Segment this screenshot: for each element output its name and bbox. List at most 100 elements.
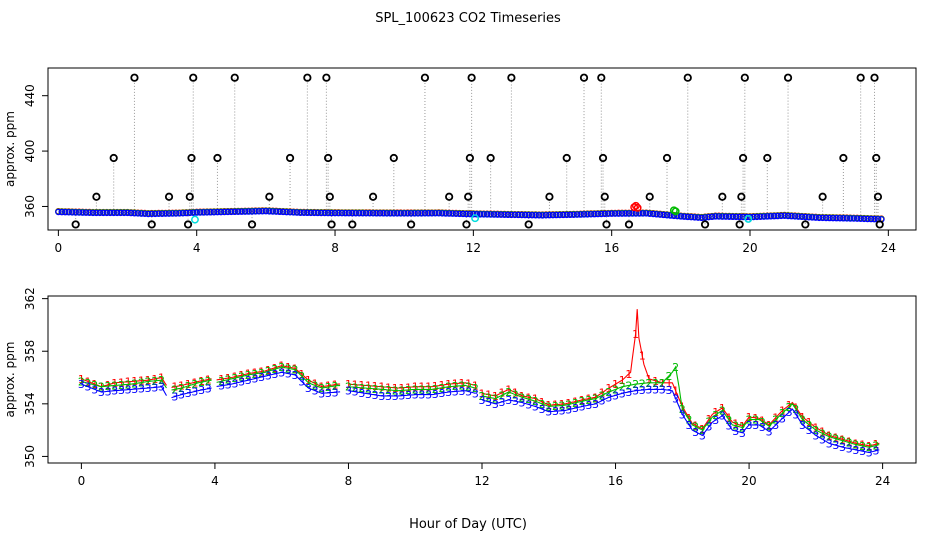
baseline-point bbox=[618, 210, 626, 217]
baseline-point bbox=[117, 209, 124, 217]
series-marker-3: 3 bbox=[78, 378, 85, 391]
series-marker-2: 2 bbox=[285, 362, 292, 375]
series-marker-2: 2 bbox=[665, 370, 672, 383]
baseline-point bbox=[681, 213, 688, 220]
series-marker-1: 1 bbox=[792, 401, 799, 414]
series-marker-1: 1 bbox=[605, 382, 612, 395]
series-marker-3: 3 bbox=[786, 406, 793, 419]
series-marker-1: 1 bbox=[285, 361, 292, 374]
series-marker-2: 2 bbox=[305, 377, 312, 390]
spike-point bbox=[325, 192, 334, 201]
baseline-point bbox=[729, 213, 736, 221]
series-marker-1: 1 bbox=[786, 399, 793, 412]
spike-point bbox=[738, 153, 748, 163]
baseline-point bbox=[366, 209, 373, 217]
series-marker-1: 1 bbox=[672, 385, 679, 398]
baseline-point bbox=[490, 211, 498, 218]
baseline-point bbox=[106, 209, 114, 217]
series-marker-1: 1 bbox=[238, 369, 245, 382]
baseline-point bbox=[193, 209, 200, 216]
series-marker-2: 2 bbox=[191, 378, 198, 391]
series-marker-3: 3 bbox=[151, 381, 158, 394]
baseline-point bbox=[342, 209, 349, 217]
baseline-point bbox=[311, 209, 318, 217]
series-marker-2: 2 bbox=[539, 398, 546, 411]
spike-point bbox=[322, 73, 331, 82]
spike-point bbox=[130, 73, 139, 82]
baseline-point bbox=[89, 209, 97, 217]
baseline-point bbox=[777, 212, 785, 220]
series-marker-3: 3 bbox=[265, 369, 272, 382]
spike-point bbox=[624, 220, 634, 229]
series-marker-1: 1 bbox=[712, 406, 719, 419]
baseline-point bbox=[781, 212, 788, 219]
baseline-point bbox=[362, 209, 370, 217]
series-marker-1: 1 bbox=[265, 364, 272, 377]
series-marker-2: 2 bbox=[278, 361, 285, 374]
series-marker-2: 2 bbox=[499, 389, 506, 402]
spike-point bbox=[873, 192, 883, 201]
series-marker-3: 3 bbox=[171, 391, 178, 404]
series-marker-3: 3 bbox=[358, 387, 365, 400]
series-marker-2: 2 bbox=[559, 399, 566, 412]
series-marker-1: 1 bbox=[105, 379, 112, 392]
y-tick-label: 358 bbox=[23, 340, 37, 363]
baseline-point bbox=[691, 214, 698, 221]
series-marker-3: 3 bbox=[185, 387, 192, 400]
baseline-point bbox=[570, 211, 577, 218]
baseline-point bbox=[701, 214, 709, 221]
series-marker-1: 1 bbox=[465, 378, 472, 391]
baseline-point bbox=[470, 210, 477, 218]
series-marker-3: 3 bbox=[385, 390, 392, 403]
series-marker-2: 2 bbox=[659, 377, 666, 390]
series-marker-3: 3 bbox=[505, 394, 512, 407]
series-marker-3: 3 bbox=[499, 396, 506, 409]
series-marker-2: 2 bbox=[131, 378, 138, 391]
series-marker-2: 2 bbox=[726, 414, 733, 427]
series-marker-2: 2 bbox=[746, 414, 753, 427]
baseline-point bbox=[110, 209, 117, 217]
series-marker-2: 2 bbox=[425, 383, 432, 396]
spike-point bbox=[507, 73, 516, 82]
series-marker-3: 3 bbox=[372, 389, 379, 402]
series-marker-3: 3 bbox=[559, 405, 566, 418]
baseline-point bbox=[373, 210, 380, 217]
spike-point bbox=[465, 153, 474, 163]
baseline-point bbox=[553, 211, 560, 219]
baseline-point bbox=[598, 210, 605, 218]
series-marker-2: 2 bbox=[505, 386, 512, 399]
series-marker-3: 3 bbox=[612, 389, 619, 402]
series-marker-2: 2 bbox=[452, 380, 459, 393]
series-marker-2: 2 bbox=[846, 437, 853, 450]
series-marker-3: 3 bbox=[685, 419, 692, 432]
series-marker-2: 2 bbox=[679, 403, 686, 416]
series-marker-1: 1 bbox=[151, 373, 158, 386]
baseline-point bbox=[245, 208, 252, 215]
baseline-point bbox=[355, 209, 363, 217]
baseline-point bbox=[847, 215, 854, 222]
baseline-point bbox=[145, 210, 152, 218]
x-tick-label: 0 bbox=[78, 474, 86, 488]
series-marker-2: 2 bbox=[786, 401, 793, 414]
series-marker-1: 1 bbox=[358, 379, 365, 392]
series-marker-1: 1 bbox=[145, 374, 152, 387]
series-marker-1: 1 bbox=[599, 387, 606, 400]
baseline-point bbox=[283, 208, 290, 216]
spike-point bbox=[324, 153, 333, 163]
series-marker-2: 2 bbox=[138, 377, 145, 390]
series-marker-3: 3 bbox=[585, 399, 592, 412]
series-marker-3: 3 bbox=[766, 425, 773, 438]
series-marker-3: 3 bbox=[485, 396, 492, 409]
series-marker-3: 3 bbox=[665, 384, 672, 397]
x-tick-label: 0 bbox=[55, 241, 63, 255]
series-marker-1: 1 bbox=[685, 412, 692, 425]
series-marker-1: 1 bbox=[846, 435, 853, 448]
baseline-point bbox=[643, 210, 650, 217]
x-tick-label: 12 bbox=[466, 241, 481, 255]
baseline-point bbox=[394, 210, 401, 217]
spike-point bbox=[462, 220, 471, 229]
baseline-point bbox=[113, 209, 121, 217]
baseline-point bbox=[317, 209, 325, 217]
baseline-point bbox=[857, 215, 864, 222]
series-marker-1: 1 bbox=[732, 418, 739, 431]
